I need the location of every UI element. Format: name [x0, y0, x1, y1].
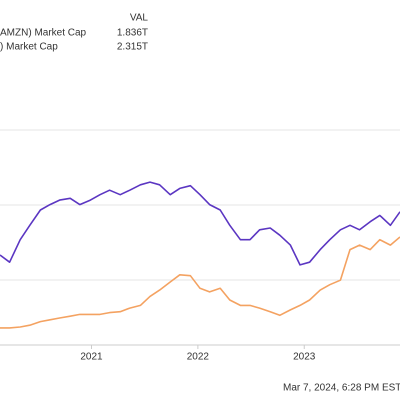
legend-name: AMZN) Market Cap [0, 28, 87, 39]
footer: Mar 7, 2024, 6:28 PM EST Powe [283, 383, 400, 394]
series-line [0, 236, 400, 329]
x-tick-label: 2021 [80, 352, 103, 363]
x-tick-label: 2022 [187, 352, 210, 363]
legend-value: 1.836T [117, 28, 148, 39]
legend-value: 2.315T [117, 42, 148, 53]
x-tick-label: 2023 [293, 352, 316, 363]
legend-header: VAL [130, 13, 149, 24]
series-line [0, 181, 400, 266]
legend-name: ) Market Cap [0, 42, 58, 53]
